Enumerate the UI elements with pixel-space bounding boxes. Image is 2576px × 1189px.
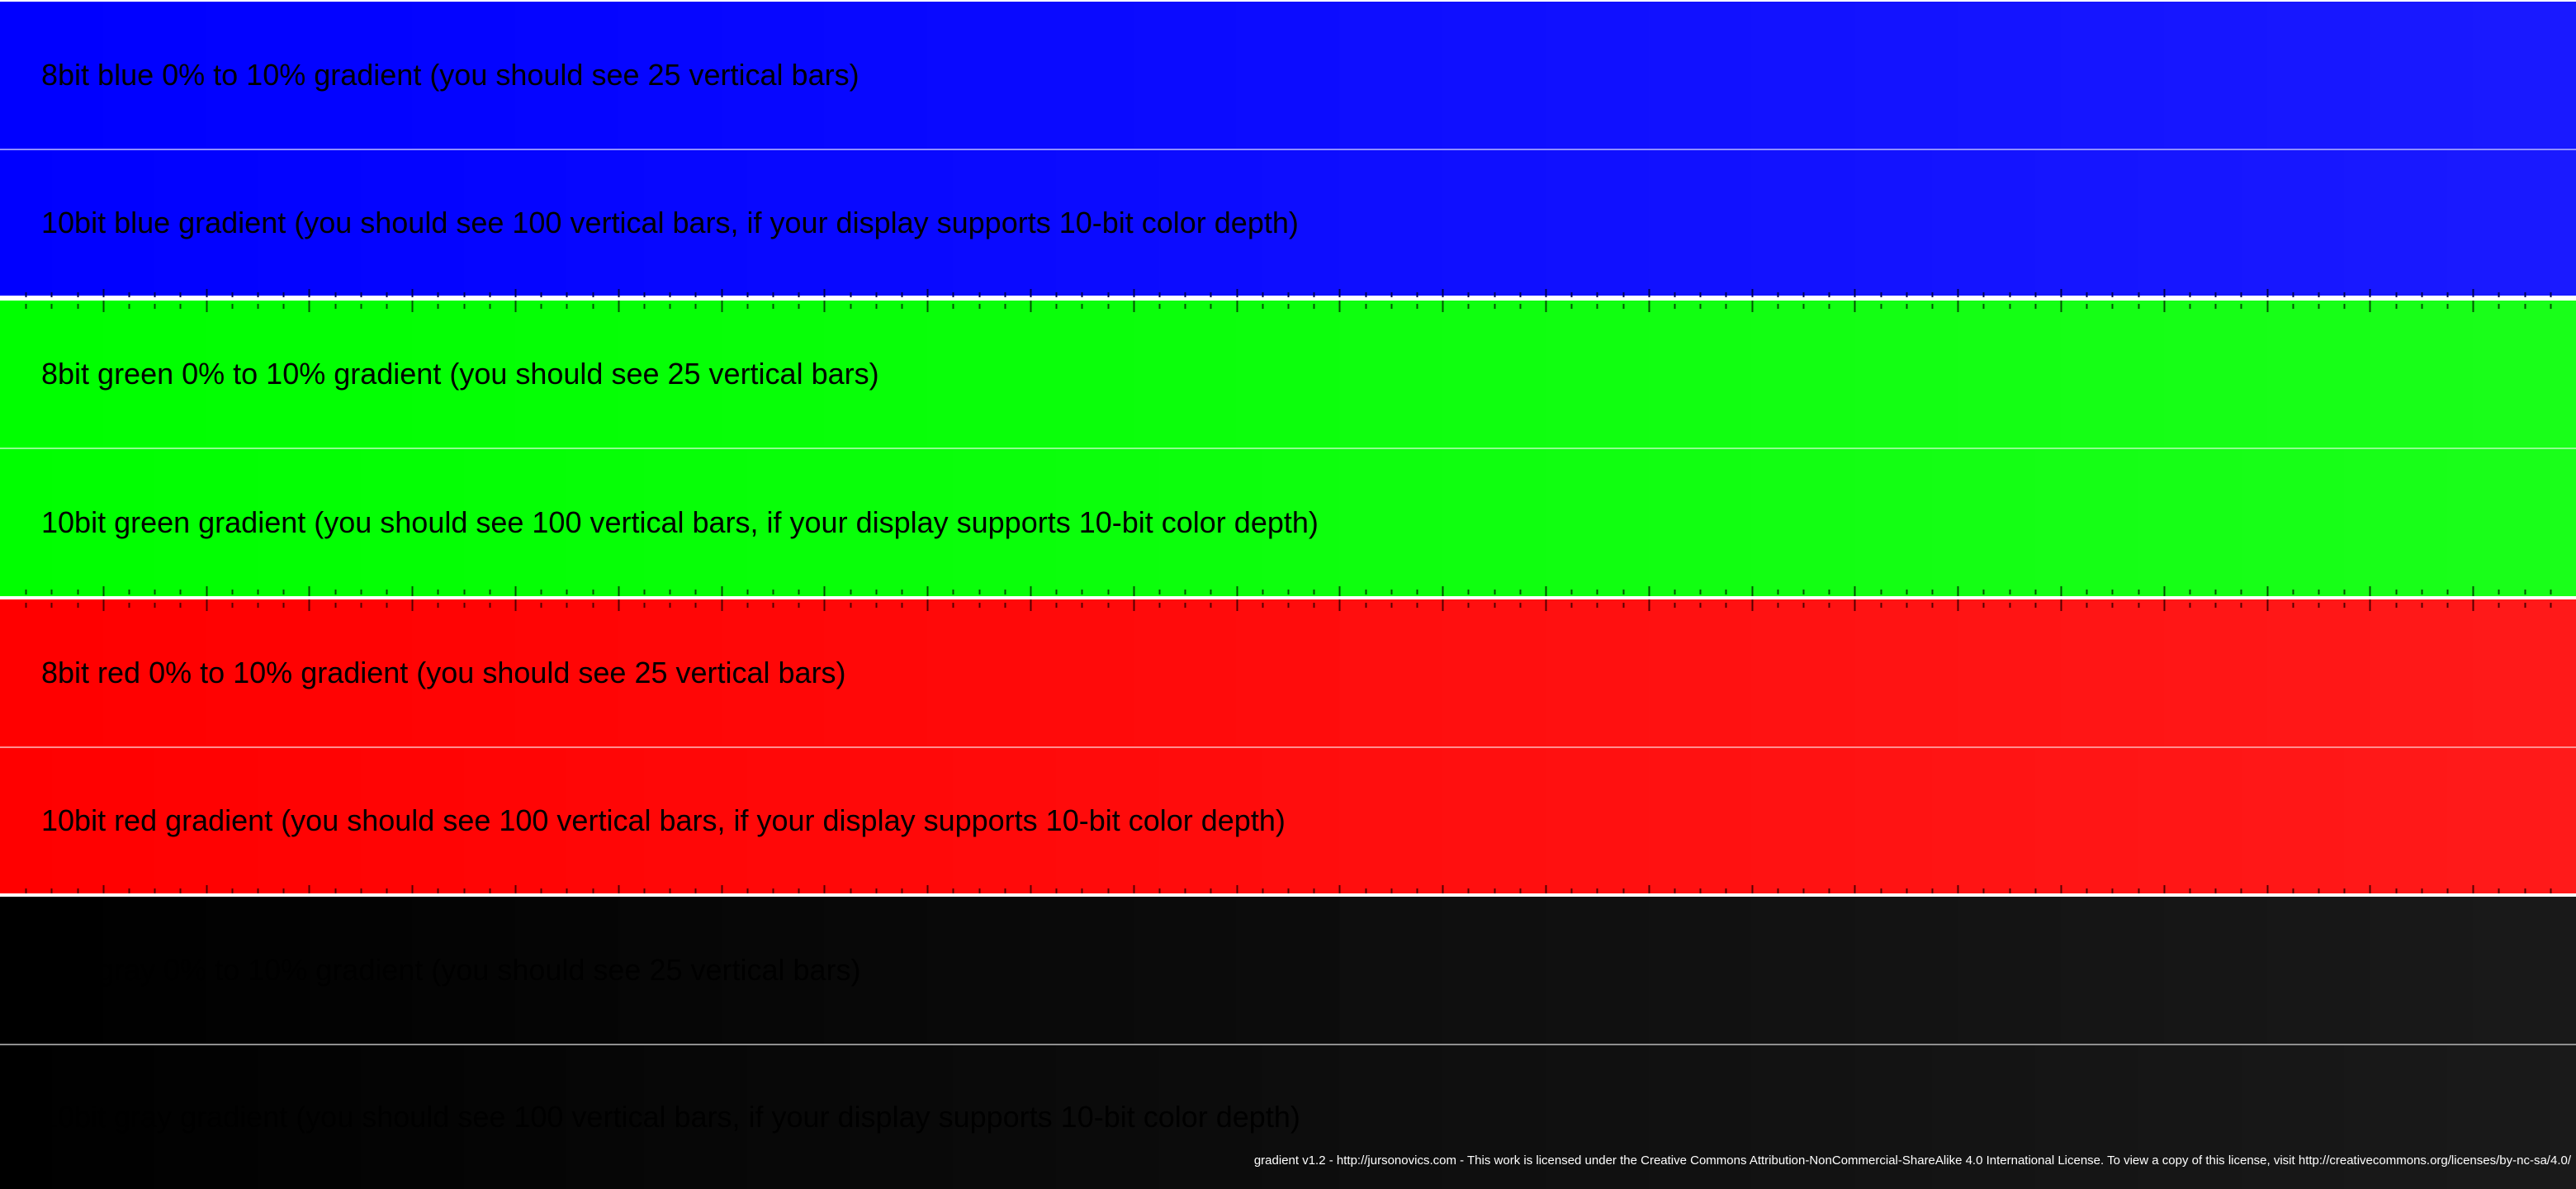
green-10bit-gradient-band: 10bit green gradient (you should see 100… xyxy=(0,449,2576,596)
tick-svg xyxy=(25,599,2552,611)
blue-green-separator xyxy=(0,297,2576,301)
red-top-tick-marks xyxy=(0,599,2576,611)
tick-svg xyxy=(25,885,2552,897)
red-10bit-gradient-band: 10bit red gradient (you should see 100 v… xyxy=(0,748,2576,893)
blue-10bit-gradient-band: 10bit blue gradient (you should see 100 … xyxy=(0,150,2576,296)
red-tick-marks xyxy=(0,885,2576,897)
blue-10bit-label: 10bit blue gradient (you should see 100 … xyxy=(41,206,1299,239)
gray-10bit-label: 10bit gray gradient (you should see 100 … xyxy=(41,1100,1300,1134)
green-tick-marks xyxy=(0,586,2576,598)
red-gray-separator xyxy=(0,893,2576,897)
tick-svg xyxy=(25,301,2552,312)
green-10bit-label: 10bit green gradient (you should see 100… xyxy=(41,505,1319,539)
green-top-tick-marks xyxy=(0,301,2576,312)
red-10bit-label: 10bit red gradient (you should see 100 v… xyxy=(41,803,1286,837)
blue-8bit-gradient-band: 8bit blue 0% to 10% gradient (you should… xyxy=(0,2,2576,149)
license-footer: gradient v1.2 - http://jursonovics.com -… xyxy=(1253,1153,2571,1168)
blue-band-divider xyxy=(0,149,2576,150)
red-8bit-label: 8bit red 0% to 10% gradient (you should … xyxy=(41,656,846,689)
red-band-divider xyxy=(0,746,2576,748)
gray-8bit-gradient-band: 8bit gray 0% to 10% gradient (you should… xyxy=(0,897,2576,1044)
green-band-divider xyxy=(0,448,2576,449)
green-red-separator xyxy=(0,596,2576,599)
green-8bit-gradient-band: 8bit green 0% to 10% gradient (you shoul… xyxy=(0,301,2576,448)
tick-svg xyxy=(25,586,2552,598)
gray-band-divider xyxy=(0,1044,2576,1045)
gray-10bit-gradient-band: 10bit gray gradient (you should see 100 … xyxy=(0,1045,2576,1189)
gray-8bit-label: 8bit gray 0% to 10% gradient (you should… xyxy=(41,953,861,987)
green-8bit-label: 8bit green 0% to 10% gradient (you shoul… xyxy=(41,357,879,391)
blue-8bit-label: 8bit blue 0% to 10% gradient (you should… xyxy=(41,58,859,92)
red-8bit-gradient-band: 8bit red 0% to 10% gradient (you should … xyxy=(0,599,2576,746)
